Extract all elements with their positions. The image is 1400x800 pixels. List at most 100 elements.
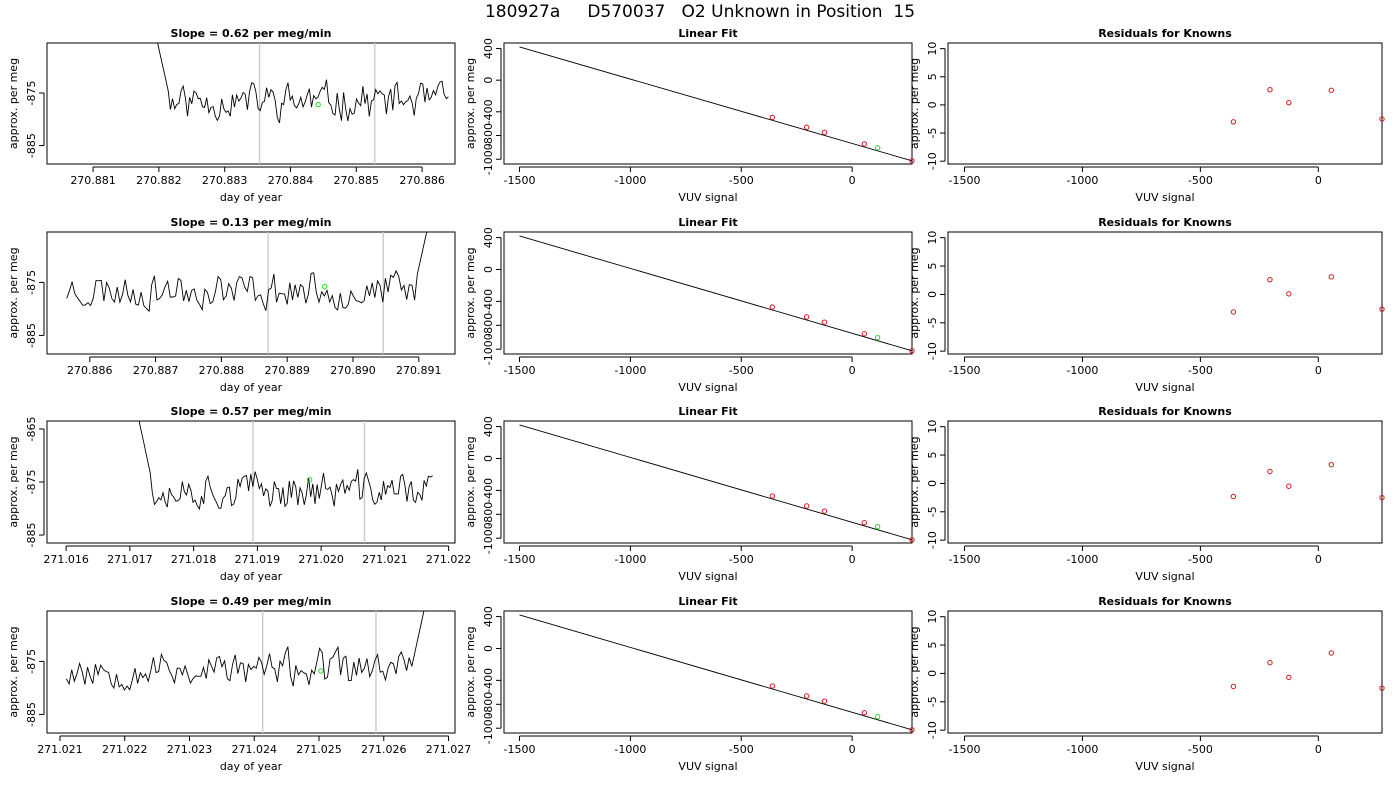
known-point [769, 493, 776, 499]
unknown-point [318, 668, 324, 674]
residual-y-tick-label: -5 [926, 317, 939, 328]
fit-y-tick-label: -800 [482, 692, 495, 717]
residual-x-tick-label: -1000 [1066, 553, 1098, 566]
timeseries-x-tick-label: 271.023 [167, 743, 213, 756]
residual-point [1230, 309, 1237, 315]
timeseries-x-tick-label: 270.884 [268, 174, 314, 187]
timeseries-trace [157, 43, 449, 124]
known-point [803, 314, 810, 320]
known-point [861, 520, 868, 526]
residual-y-tick-label: -5 [926, 128, 939, 139]
residual-point [1328, 650, 1334, 656]
fit-y-tick-label: -400 [482, 99, 495, 124]
timeseries-x-tick-label: 271.026 [361, 743, 407, 756]
known-point [769, 683, 776, 689]
timeseries-trace [66, 232, 428, 313]
timeseries-x-tick-label: 271.019 [235, 553, 281, 566]
timeseries-panel-4: Slope = 0.49 per meg/min 271.021 271.022 27… [7, 595, 471, 773]
residual-point [1286, 674, 1292, 681]
fit-y-tick-label: -1000 [482, 522, 495, 554]
residual-panel-1: Residuals for Knowns -1500 -1000 -500 0 VUV s… [908, 27, 1385, 204]
fit-x-label: VUV signal [678, 760, 737, 773]
fit-x-tick-label: -1500 [504, 174, 536, 187]
residual-point [1286, 483, 1292, 489]
residual-y-tick-label: -10 [926, 531, 939, 549]
tank-id: D570037 [587, 2, 666, 22]
residual-x-tick-label: 0 [1315, 364, 1322, 377]
slope-title: Slope = 0.62 per meg/min [171, 27, 332, 40]
residual-point [1267, 87, 1273, 93]
timeseries-x-tick-label: 270.881 [70, 174, 116, 187]
known-point [803, 124, 810, 131]
fit-x-label: VUV signal [678, 381, 737, 394]
fit-y-label: approx. per meg [464, 247, 477, 338]
timeseries-trace [66, 611, 425, 691]
residual-point [1328, 461, 1334, 468]
residual-x-tick-label: 0 [1315, 174, 1322, 187]
residual-frame [947, 42, 1383, 165]
residual-x-label: VUV signal [1135, 570, 1194, 583]
fit-y-tick-label: 0 [482, 266, 495, 273]
timeseries-x-label: day of year [220, 381, 283, 394]
residual-x-tick-label: -500 [1188, 364, 1213, 377]
timeseries-x-tick-label: 271.020 [298, 553, 344, 566]
residual-x-tick-label: -500 [1188, 174, 1213, 187]
residual-y-tick-label: 0 [926, 670, 939, 677]
residual-x-tick-label: -500 [1188, 553, 1213, 566]
timeseries-panel-3: Slope = 0.57 per meg/min 271.016 271.017 27… [7, 405, 471, 583]
residual-point [1328, 87, 1334, 93]
residual-y-tick-label: 0 [926, 291, 939, 298]
fit-y-tick-label: 0 [482, 645, 495, 652]
residual-frame [947, 231, 1383, 355]
timeseries-x-tick-label: 270.890 [330, 364, 376, 377]
residual-point [1286, 291, 1292, 297]
known-point [909, 158, 915, 164]
known-point [909, 727, 915, 733]
timeseries-x-tick-label: 270.888 [199, 364, 245, 377]
timeseries-x-label: day of year [220, 570, 283, 583]
fit-x-tick-label: -1000 [614, 364, 646, 377]
residual-y-tick-label: 5 [926, 452, 939, 459]
fit-x-tick-label: -500 [729, 174, 754, 187]
fit-x-tick-label: -1000 [614, 743, 646, 756]
fit-x-tick-label: 0 [849, 553, 856, 566]
slope-title: Slope = 0.49 per meg/min [171, 595, 332, 608]
known-point [909, 348, 915, 354]
timeseries-x-tick-label: 271.025 [296, 743, 342, 756]
fit-x-tick-label: -1500 [504, 364, 536, 377]
timeseries-y-label: approx. per meg [7, 58, 20, 149]
fit-line [519, 424, 913, 541]
known-point [909, 537, 915, 543]
known-point [821, 129, 828, 136]
known-point [769, 114, 776, 121]
known-point [769, 304, 776, 310]
known-point [821, 508, 828, 514]
timeseries-x-tick-label: 270.883 [202, 174, 248, 187]
fit-y-tick-label: 0 [482, 455, 495, 462]
slope-title: Slope = 0.13 per meg/min [171, 216, 332, 229]
fit-y-tick-label: -800 [482, 502, 495, 527]
timeseries-y-label: approx. per meg [7, 436, 20, 527]
fit-panel-3: Linear Fit -1500 -1000 -500 0 VUV signal -1000… [464, 405, 915, 583]
residual-point [1267, 276, 1273, 283]
timeseries-x-tick-label: 270.887 [133, 364, 179, 377]
timeseries-x-tick-label: 270.885 [334, 174, 380, 187]
residual-x-tick-label: -1500 [949, 364, 981, 377]
timeseries-y-tick-label: -885 [25, 323, 38, 348]
fit-y-label: approx. per meg [464, 58, 477, 149]
fit-x-tick-label: -500 [729, 364, 754, 377]
timeseries-x-tick-label: 271.018 [171, 553, 217, 566]
unknown-point [874, 145, 881, 151]
fit-y-tick-label: 400 [482, 38, 495, 59]
residual-y-tick-label: 10 [926, 42, 939, 56]
residual-point [1379, 306, 1385, 312]
timeseries-y-tick-label: -885 [25, 133, 38, 158]
residual-x-tick-label: -1000 [1066, 174, 1098, 187]
fit-frame [503, 420, 913, 544]
unknown-point [306, 477, 313, 483]
known-point [821, 698, 828, 704]
fit-x-tick-label: 0 [849, 174, 856, 187]
timeseries-x-tick-label: 270.891 [396, 364, 442, 377]
fit-y-tick-label: 0 [482, 77, 495, 84]
timeseries-frame [46, 42, 456, 165]
